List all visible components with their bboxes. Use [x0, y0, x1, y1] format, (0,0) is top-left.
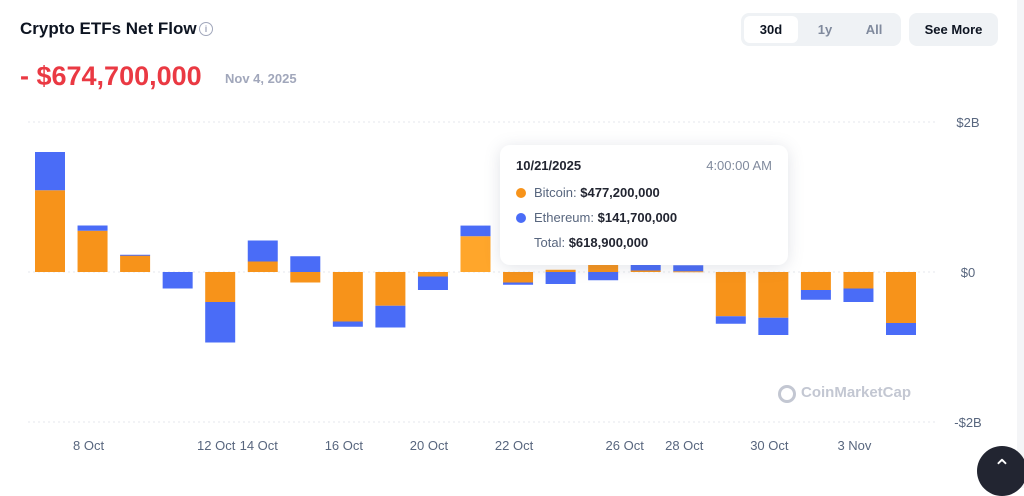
bar-ethereum [545, 272, 576, 284]
x-tick-label: 28 Oct [665, 438, 704, 453]
bar-ethereum [120, 254, 151, 256]
total-label: Total: [534, 235, 566, 250]
bar-ethereum [290, 256, 321, 272]
net-flow-date: Nov 4, 2025 [225, 71, 297, 86]
bar-ethereum [205, 302, 236, 343]
bar-ethereum [503, 282, 534, 285]
bar-bitcoin [843, 272, 874, 289]
range-selector: 30d 1y All [741, 13, 901, 46]
total-value: $618,900,000 [568, 235, 649, 250]
bar-ethereum [886, 323, 916, 335]
tab-30d[interactable]: 30d [744, 16, 798, 43]
bar-bitcoin [332, 272, 363, 322]
watermark-text: CoinMarketCap [801, 384, 912, 401]
x-tick-label: 3 Nov [837, 438, 871, 453]
bar-ethereum [247, 240, 278, 262]
bar-bitcoin [503, 272, 534, 283]
tab-all[interactable]: All [865, 22, 883, 37]
tooltip: 10/21/2025 4:00:00 AM Bitcoin: $477,200,… [500, 145, 788, 265]
bar-bitcoin [290, 272, 321, 283]
y-tick-label: $0 [961, 265, 975, 280]
bar-ethereum [630, 264, 661, 271]
tab-1y[interactable]: 1y [817, 22, 833, 37]
bar-ethereum [758, 317, 789, 335]
bar-bitcoin [800, 272, 831, 290]
x-tick-label: 14 Oct [240, 438, 279, 453]
bar-bitcoin [588, 264, 619, 272]
see-more-button[interactable]: See More [909, 13, 998, 46]
bar-ethereum [162, 272, 193, 289]
scrollbar[interactable] [1017, 0, 1024, 488]
bar-ethereum [35, 152, 65, 191]
info-icon[interactable]: i [199, 22, 213, 36]
bar-ethereum [460, 225, 491, 237]
bar-bitcoin [673, 271, 704, 273]
bar-ethereum [375, 305, 406, 328]
bar-bitcoin [545, 269, 576, 272]
bitcoin-dot-icon [516, 188, 526, 198]
bar-bitcoin [205, 272, 236, 302]
ethereum-value: $141,700,000 [597, 210, 678, 225]
y-tick-label: $2B [956, 115, 979, 130]
watermark: CoinMarketCap [778, 384, 911, 403]
tooltip-date: 10/21/2025 [516, 158, 582, 173]
coinmarketcap-logo-icon [778, 385, 796, 403]
bar-bitcoin [460, 236, 491, 272]
bar-ethereum [588, 272, 619, 281]
bar-bitcoin [375, 272, 406, 306]
x-tick-label: 22 Oct [495, 438, 534, 453]
bitcoin-value: $477,200,000 [580, 185, 660, 200]
bar-bitcoin [886, 272, 916, 323]
scroll-to-top-button[interactable]: ⌃ [977, 446, 1024, 496]
ethereum-label: Ethereum: [534, 210, 594, 225]
bitcoin-label: Bitcoin: [534, 185, 577, 200]
x-tick-label: 20 Oct [410, 438, 449, 453]
bar-ethereum [800, 290, 831, 300]
chart-title: Crypto ETFs Net Flow [20, 19, 197, 38]
net-flow-value: - $674,700,000 [20, 61, 202, 91]
ethereum-dot-icon [516, 213, 526, 223]
y-tick-label: -$2B [954, 415, 981, 430]
bar-bitcoin [77, 230, 108, 272]
bar-bitcoin [35, 190, 65, 272]
bar-ethereum [843, 288, 874, 302]
tooltip-ethereum: Ethereum: $141,700,000 [516, 210, 677, 225]
tooltip-total: Total: $618,900,000 [534, 235, 648, 250]
bar-ethereum [77, 225, 108, 231]
tooltip-bitcoin: Bitcoin: $477,200,000 [516, 185, 660, 200]
bar-ethereum [332, 321, 363, 327]
x-tick-label: 16 Oct [325, 438, 364, 453]
bar-ethereum [673, 265, 704, 272]
chevron-up-icon: ⌃ [992, 455, 1012, 480]
x-tick-label: 30 Oct [750, 438, 789, 453]
tooltip-time: 4:00:00 AM [706, 158, 772, 173]
bar-bitcoin [417, 272, 448, 277]
x-tick-label: 26 Oct [606, 438, 645, 453]
bar-bitcoin [120, 255, 151, 272]
bar-bitcoin [758, 272, 789, 318]
bar-bitcoin [715, 272, 746, 317]
bar-ethereum [715, 316, 746, 324]
x-tick-label: 8 Oct [73, 438, 104, 453]
x-tick-label: 12 Oct [197, 438, 236, 453]
bar-bitcoin [247, 261, 278, 272]
bar-ethereum [417, 276, 448, 290]
bar-bitcoin [630, 270, 661, 272]
